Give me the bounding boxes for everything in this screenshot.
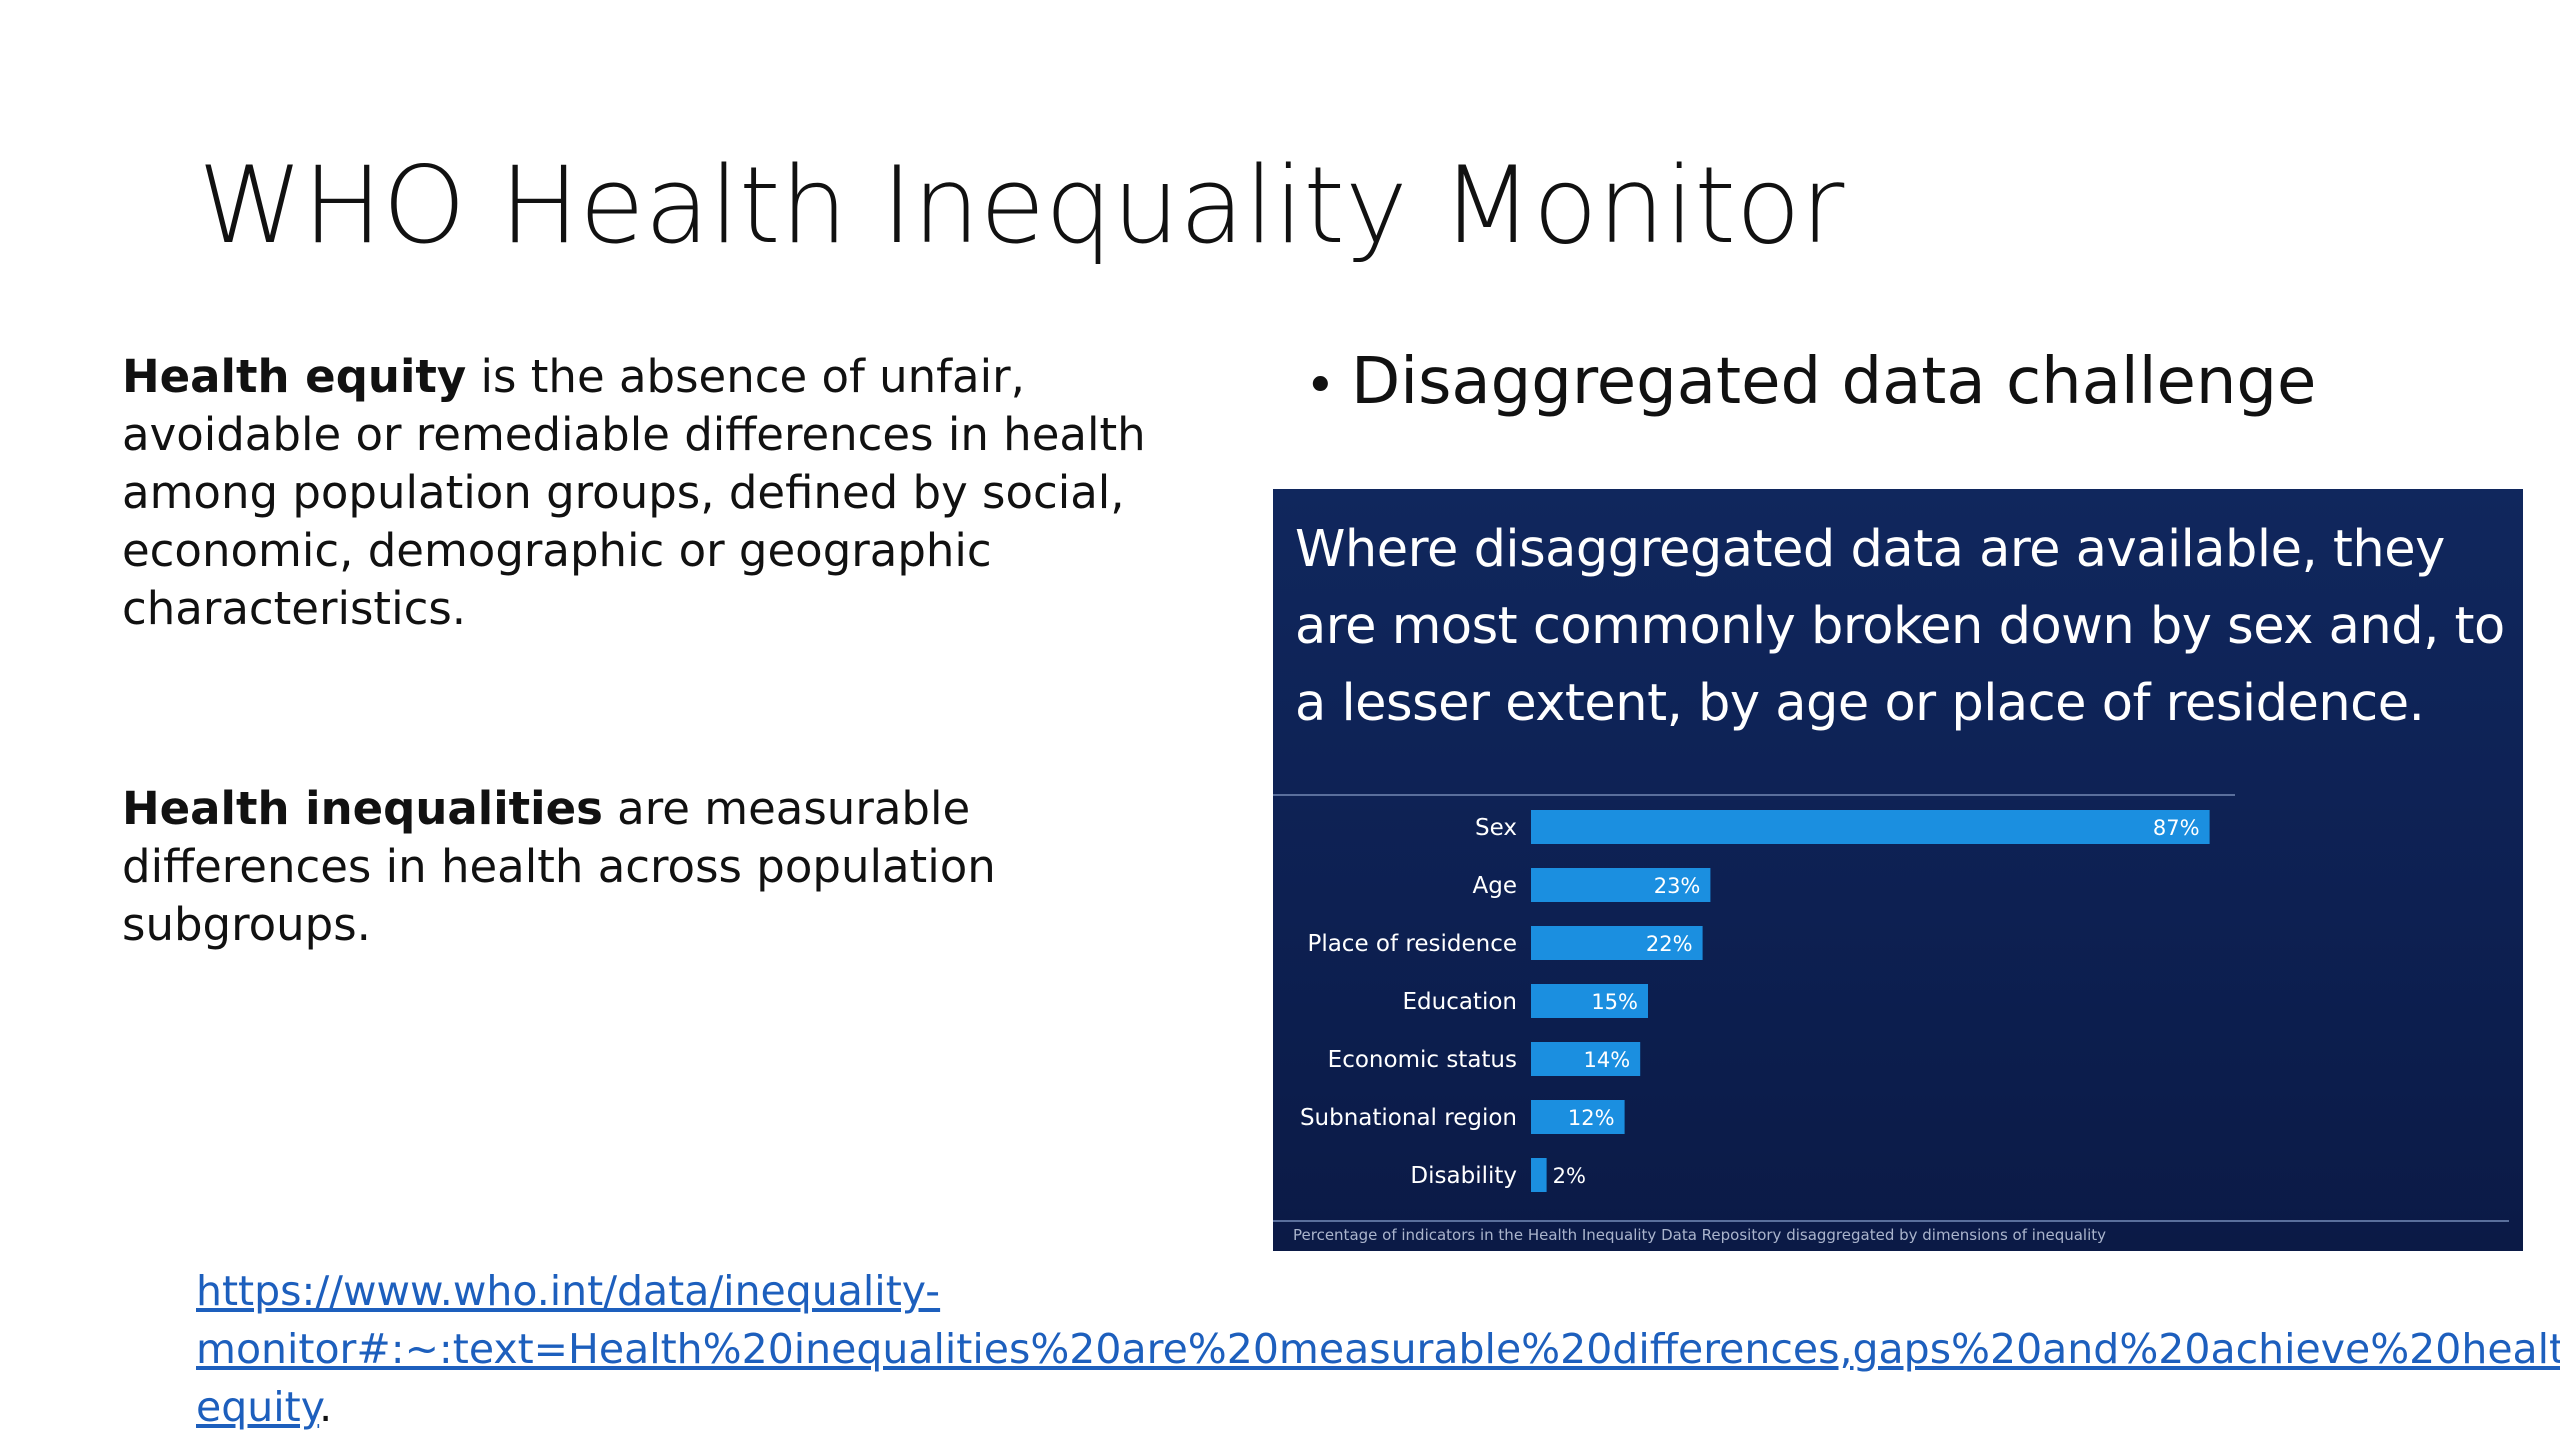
bar (1531, 810, 2210, 844)
health-equity-definition: Health equity is the absence of unfair, … (122, 348, 1202, 638)
bullet-item: • Disaggregated data challenge (1305, 338, 2316, 430)
bullet-dot-icon: • (1305, 356, 1336, 416)
health-equity-text: is the absence of unfair, avoidable or r… (122, 350, 1146, 635)
value-label: 87% (2153, 816, 2200, 840)
bullet-text: Disaggregated data challenge (1351, 345, 2317, 419)
bar (1531, 1042, 1641, 1076)
chart-panel: Where disaggregated data are available, … (1273, 489, 2523, 1251)
health-inequalities-definition: Health inequalities are measurable diffe… (122, 780, 1202, 954)
source-link-line-2: monitor#:~:text=Health%20inequalities%20… (196, 1325, 2560, 1373)
value-label: 23% (1654, 874, 1701, 898)
chart-headline: Where disaggregated data are available, … (1295, 520, 2505, 733)
health-inequalities-text: are measurable differences in health acr… (122, 782, 996, 951)
bar (1531, 926, 1703, 960)
category-label: Age (1473, 873, 1517, 899)
category-label: Subnational region (1300, 1105, 1517, 1131)
value-label: 14% (1584, 1048, 1631, 1072)
slide-title: WHO Health Inequality Monitor (198, 144, 1845, 267)
source-reference: https://www.who.int/data/inequality- mon… (196, 1262, 2560, 1436)
source-link[interactable]: https://www.who.int/data/inequality- mon… (196, 1262, 2560, 1431)
bar-chart: Sex 87% Age 23% Place of residence 22% Educati… (1273, 794, 2509, 1222)
category-label: Place of residence (1307, 931, 1517, 957)
value-label: 2% (1553, 1164, 1586, 1188)
value-label: 22% (1646, 932, 1693, 956)
source-link-line-3: equity (196, 1383, 320, 1431)
bar (1531, 1100, 1625, 1134)
category-label: Economic status (1328, 1047, 1517, 1073)
health-inequalities-term: Health inequalities (122, 782, 603, 835)
bars-layer: Sex 87% Age 23% Place of residence 22% Educati… (1300, 810, 2210, 1192)
bar (1531, 1158, 1547, 1192)
bar (1531, 868, 1711, 902)
chart-footnote: Percentage of indicators in the Health I… (1293, 1226, 2107, 1244)
value-label: 15% (1591, 990, 1638, 1014)
source-trailing-period: . (319, 1383, 333, 1431)
category-label: Sex (1475, 815, 1517, 841)
category-label: Disability (1410, 1163, 1517, 1189)
category-label: Education (1402, 989, 1517, 1015)
source-link-line-1: https://www.who.int/data/inequality- (196, 1267, 941, 1315)
health-equity-term: Health equity (122, 350, 467, 403)
value-label: 12% (1568, 1106, 1615, 1130)
bar (1531, 984, 1648, 1018)
